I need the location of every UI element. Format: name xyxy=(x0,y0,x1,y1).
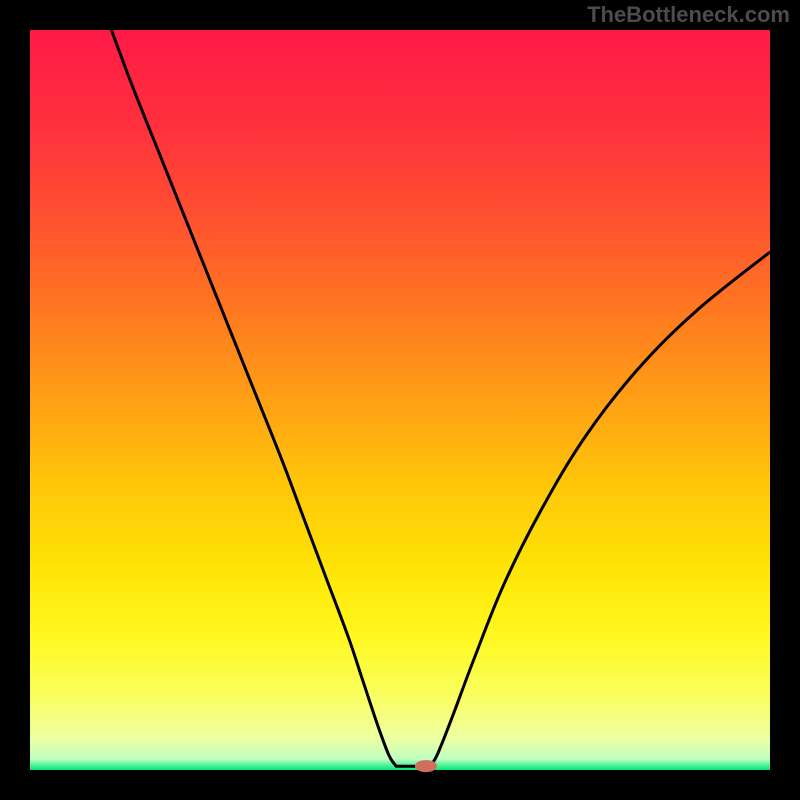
plot-area xyxy=(30,30,770,770)
optimum-marker xyxy=(415,760,437,772)
bottleneck-curve xyxy=(30,30,770,770)
watermark-text: TheBottleneck.com xyxy=(587,2,790,28)
chart-frame: TheBottleneck.com xyxy=(0,0,800,800)
